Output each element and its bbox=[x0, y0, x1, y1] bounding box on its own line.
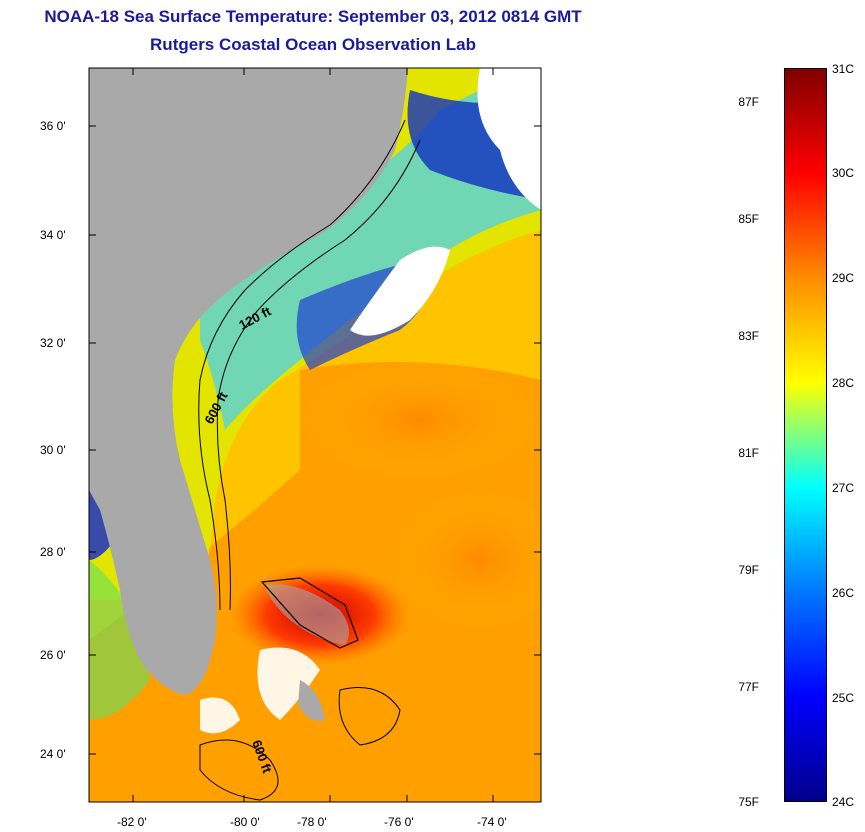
map-border bbox=[88, 67, 542, 803]
colorbar-c-label: 25C bbox=[832, 691, 855, 705]
lon-tick-label: -78 0' bbox=[297, 815, 327, 829]
lon-tick-label: -76 0' bbox=[384, 815, 414, 829]
cold-patch-west bbox=[89, 490, 115, 560]
colorbar-f-label: 85F bbox=[738, 212, 759, 226]
cloud-south bbox=[257, 647, 320, 720]
land-bahamas bbox=[265, 584, 349, 645]
colorbar-c-label: 26C bbox=[832, 586, 855, 600]
lon-tick-label: -74 0' bbox=[477, 815, 507, 829]
colorbar-c-label: 29C bbox=[832, 271, 855, 285]
map-frame: 120 ft 600 ft 600 ft bbox=[89, 68, 541, 802]
warm-eddy-east bbox=[390, 490, 541, 630]
lon-tick-label: -82 0' bbox=[117, 815, 147, 829]
lat-tick-label: 24 0' bbox=[40, 747, 66, 761]
colorbar-c-label: 31C bbox=[832, 62, 855, 76]
colorbar-c-label: 24C bbox=[832, 795, 855, 809]
cloud-southwest bbox=[200, 697, 240, 734]
colorbar-f-label: 83F bbox=[738, 329, 759, 343]
lat-tick-label: 36 0' bbox=[40, 119, 66, 133]
cloud-northeast bbox=[477, 68, 541, 210]
lat-tick-label: 30 0' bbox=[40, 443, 66, 457]
land-andros bbox=[298, 680, 325, 721]
map-title: NOAA-18 Sea Surface Temperature: Septemb… bbox=[44, 7, 582, 26]
lat-tick-label: 26 0' bbox=[40, 648, 66, 662]
contour-120ft bbox=[198, 119, 406, 611]
contour-south bbox=[199, 739, 279, 801]
lat-tick-label: 34 0' bbox=[40, 228, 66, 242]
land-usa bbox=[89, 68, 408, 695]
colorbar-c-label: 30C bbox=[832, 166, 855, 180]
map-subtitle: Rutgers Coastal Ocean Observation Lab bbox=[150, 35, 476, 54]
longitude-axis: -82 0' -80 0' -78 0' -76 0' -74 0' bbox=[117, 68, 507, 829]
lat-tick-label: 28 0' bbox=[40, 545, 66, 559]
colorbar-f-label: 81F bbox=[738, 446, 759, 460]
latitude-axis: 36 0' 34 0' 32 0' 30 0' 28 0' 26 0' 24 0… bbox=[40, 119, 541, 761]
temperature-colorbar bbox=[784, 68, 827, 802]
warm-eddy bbox=[300, 360, 540, 480]
contour-south-east bbox=[338, 687, 401, 746]
colorbar-f-label: 77F bbox=[738, 680, 759, 694]
colorbar-f-label: 87F bbox=[738, 95, 759, 109]
lon-tick-label: -80 0' bbox=[230, 815, 260, 829]
lat-tick-label: 32 0' bbox=[40, 336, 66, 350]
cloud-central bbox=[350, 246, 450, 336]
contour-600ft bbox=[216, 139, 421, 611]
colorbar-c-label: 28C bbox=[832, 376, 855, 390]
gulf-shelf bbox=[89, 560, 150, 720]
colorbar-f-label: 75F bbox=[738, 795, 759, 809]
contour-bahamas-bank bbox=[260, 577, 359, 649]
colorbar-f-label: 79F bbox=[738, 563, 759, 577]
colorbar-c-label: 27C bbox=[832, 481, 855, 495]
